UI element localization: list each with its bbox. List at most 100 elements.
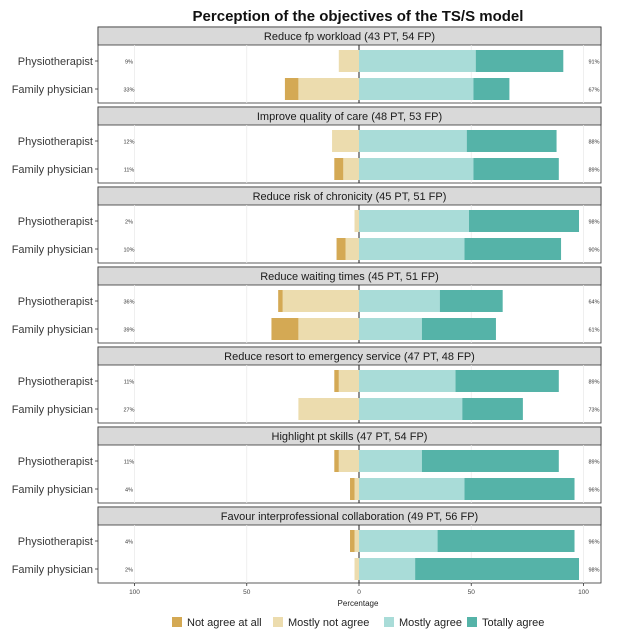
bar-mostly-agree [359, 238, 465, 260]
bar-mostly-not-agree [282, 290, 359, 312]
neg-percent-label: 33% [123, 88, 134, 94]
bar-totally-agree [466, 130, 557, 152]
row-label: Physiotherapist [18, 216, 93, 228]
bar-mostly-not-agree [354, 530, 359, 552]
legend: Not agree at all Mostly not agree Mostly a… [172, 617, 544, 629]
panel-header [97, 346, 602, 366]
bar-totally-agree [439, 290, 503, 312]
bar-not-agree-at-all [278, 290, 283, 312]
x-tick-label: 100 [129, 589, 140, 596]
row-label: Family physician [12, 324, 93, 336]
bar-mostly-agree [359, 398, 463, 420]
x-axis-label: Percentage [338, 599, 379, 608]
bar-mostly-agree [359, 290, 440, 312]
legend-label: Mostly agree [399, 617, 462, 629]
neg-percent-label: 2% [125, 220, 133, 226]
pos-percent-label: 96% [588, 540, 599, 546]
panel-header [97, 426, 602, 446]
row-label: Family physician [12, 84, 93, 96]
x-tick-label: 50 [243, 589, 251, 596]
legend-swatch [273, 617, 283, 627]
bar-mostly-agree [359, 158, 474, 180]
panel: Reduce fp workload (43 PT, 54 FP) 9% 91% Ph… [12, 26, 602, 104]
bar-totally-agree [462, 398, 523, 420]
bar-totally-agree [455, 370, 559, 392]
pos-percent-label: 90% [588, 248, 599, 254]
bar-mostly-agree [359, 318, 422, 340]
row-label: Physiotherapist [18, 456, 93, 468]
x-tick-label: 100 [578, 589, 589, 596]
neg-percent-label: 36% [123, 300, 134, 306]
legend-swatch [384, 617, 394, 627]
bar-not-agree-at-all [284, 78, 299, 100]
panel: Favour interprofessional collaboration (… [12, 506, 602, 584]
bar-mostly-not-agree [354, 210, 359, 232]
x-axis: 100 50 0 50 100 [129, 583, 589, 596]
row-label: Physiotherapist [18, 296, 93, 308]
bar-totally-agree [464, 478, 575, 500]
legend-swatch [172, 617, 182, 627]
pos-percent-label: 98% [588, 568, 599, 574]
pos-percent-label: 89% [588, 460, 599, 466]
panel-header [97, 506, 602, 526]
bar-totally-agree [469, 210, 580, 232]
panel-header [97, 266, 602, 286]
bar-not-agree-at-all [334, 450, 339, 472]
bar-mostly-agree [359, 558, 416, 580]
panel-header [97, 106, 602, 126]
chart-panels: Reduce fp workload (43 PT, 54 FP) 9% 91% Ph… [12, 26, 602, 584]
x-tick-label: 0 [357, 589, 361, 596]
panel: Reduce resort to emergency service (47 P… [12, 346, 602, 424]
bar-mostly-not-agree [354, 558, 359, 580]
pos-percent-label: 67% [588, 88, 599, 94]
bar-mostly-not-agree [354, 478, 359, 500]
panel-header [97, 186, 602, 206]
pos-percent-label: 98% [588, 220, 599, 226]
panel-title: Improve quality of care (48 PT, 53 FP) [257, 111, 442, 123]
panel-title: Reduce waiting times (45 PT, 51 FP) [260, 271, 439, 283]
neg-percent-label: 4% [125, 540, 133, 546]
bar-mostly-agree [359, 130, 467, 152]
bar-mostly-not-agree [298, 78, 359, 100]
row-label: Physiotherapist [18, 56, 93, 68]
neg-percent-label: 10% [123, 248, 134, 254]
panel-title: Favour interprofessional collaboration (… [221, 511, 478, 523]
row-label: Physiotherapist [18, 136, 93, 148]
bar-mostly-not-agree [298, 318, 359, 340]
row-label: Family physician [12, 564, 93, 576]
bar-not-agree-at-all [350, 478, 355, 500]
bar-mostly-agree [359, 78, 474, 100]
panel-title: Reduce risk of chronicity (45 PT, 51 FP) [253, 191, 447, 203]
legend-label: Mostly not agree [288, 617, 369, 629]
neg-percent-label: 2% [125, 568, 133, 574]
bar-totally-agree [421, 318, 496, 340]
bar-mostly-not-agree [338, 50, 359, 72]
bar-mostly-agree [359, 370, 456, 392]
bar-totally-agree [421, 450, 559, 472]
pos-percent-label: 88% [588, 140, 599, 146]
bar-mostly-not-agree [338, 370, 359, 392]
bar-not-agree-at-all [271, 318, 299, 340]
panel: Improve quality of care (48 PT, 53 FP) 12… [12, 106, 602, 184]
pos-percent-label: 64% [588, 300, 599, 306]
panel: Highlight pt skills (47 PT, 54 FP) 11% 89%… [12, 426, 602, 504]
bar-totally-agree [473, 158, 559, 180]
row-label: Family physician [12, 164, 93, 176]
bar-mostly-agree [359, 50, 476, 72]
bar-mostly-agree [359, 450, 422, 472]
neg-percent-label: 9% [125, 60, 133, 66]
bar-mostly-not-agree [338, 450, 359, 472]
pos-percent-label: 91% [588, 60, 599, 66]
neg-percent-label: 11% [124, 380, 135, 386]
pos-percent-label: 96% [588, 488, 599, 494]
neg-percent-label: 11% [124, 460, 135, 466]
legend-label: Totally agree [482, 617, 544, 629]
bar-totally-agree [437, 530, 575, 552]
bar-mostly-not-agree [332, 130, 359, 152]
bar-not-agree-at-all [350, 530, 355, 552]
bar-not-agree-at-all [336, 238, 346, 260]
bar-not-agree-at-all [334, 370, 339, 392]
neg-percent-label: 4% [125, 488, 133, 494]
bar-totally-agree [473, 78, 510, 100]
bar-mostly-not-agree [345, 238, 359, 260]
